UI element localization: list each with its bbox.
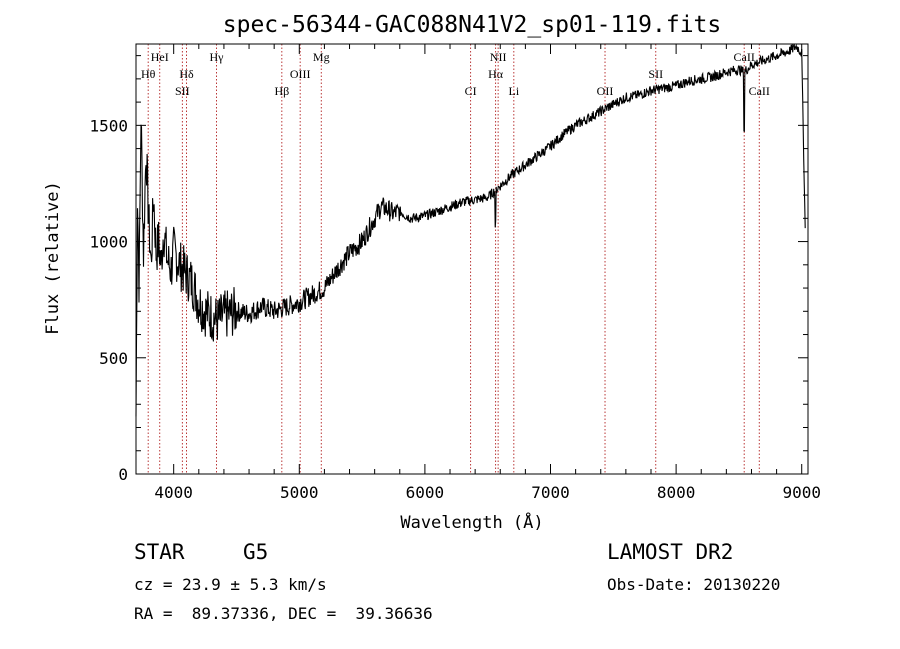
x-tick-label: 4000 — [154, 483, 193, 502]
y-tick-label: 1500 — [89, 116, 128, 135]
x-axis-label: Wavelength (Å) — [400, 511, 543, 533]
marker-label-caii: CaII — [734, 50, 755, 64]
x-tick-label: 8000 — [657, 483, 696, 502]
marker-label-hα: Hα — [488, 67, 504, 81]
marker-label-sii: SII — [648, 67, 663, 81]
spectrum-line — [135, 43, 806, 417]
object-subclass: G5 — [243, 540, 269, 564]
y-tick-label: 0 — [118, 465, 128, 484]
marker-label-oiii: OIII — [290, 67, 311, 81]
axis-ticks: 4000 5000 6000 7000 8000 9000 0 500 1000 1500 — [89, 44, 821, 502]
marker-label-caii: CaII — [749, 84, 770, 98]
x-tick-label: 9000 — [782, 483, 821, 502]
chart-title: spec-56344-GAC088N41V2_sp01-119.fits — [223, 12, 722, 38]
marker-label-hθ: Hθ — [141, 67, 156, 81]
marker-label-hγ: Hγ — [210, 50, 225, 64]
y-tick-label: 1000 — [89, 233, 128, 252]
y-axis-label: Flux (relative) — [43, 181, 63, 335]
survey-name: LAMOST DR2 — [607, 540, 734, 564]
marker-label-nii: NII — [490, 50, 507, 64]
coordinates-text: RA = 89.37336, DEC = 39.36636 — [134, 604, 433, 623]
marker-label-mg: Mg — [313, 50, 330, 64]
marker-label-hδ: Hδ — [179, 67, 194, 81]
obs-date: Obs-Date: 20130220 — [607, 575, 781, 594]
marker-label-oii: OII — [597, 84, 614, 98]
plot-frame — [135, 43, 809, 475]
marker-label-ci: CI — [465, 84, 477, 98]
x-tick-label: 7000 — [531, 483, 570, 502]
marker-label-hβ: Hβ — [274, 84, 289, 98]
marker-label-li: Li — [508, 84, 519, 98]
marker-label-hei: HeI — [151, 50, 169, 64]
marker-label-sii: SII — [175, 84, 190, 98]
x-tick-label: 5000 — [280, 483, 319, 502]
redshift-text: cz = 23.9 ± 5.3 km/s — [134, 575, 327, 594]
x-tick-label: 6000 — [406, 483, 445, 502]
y-tick-label: 500 — [99, 349, 128, 368]
object-class: STAR — [134, 540, 185, 564]
